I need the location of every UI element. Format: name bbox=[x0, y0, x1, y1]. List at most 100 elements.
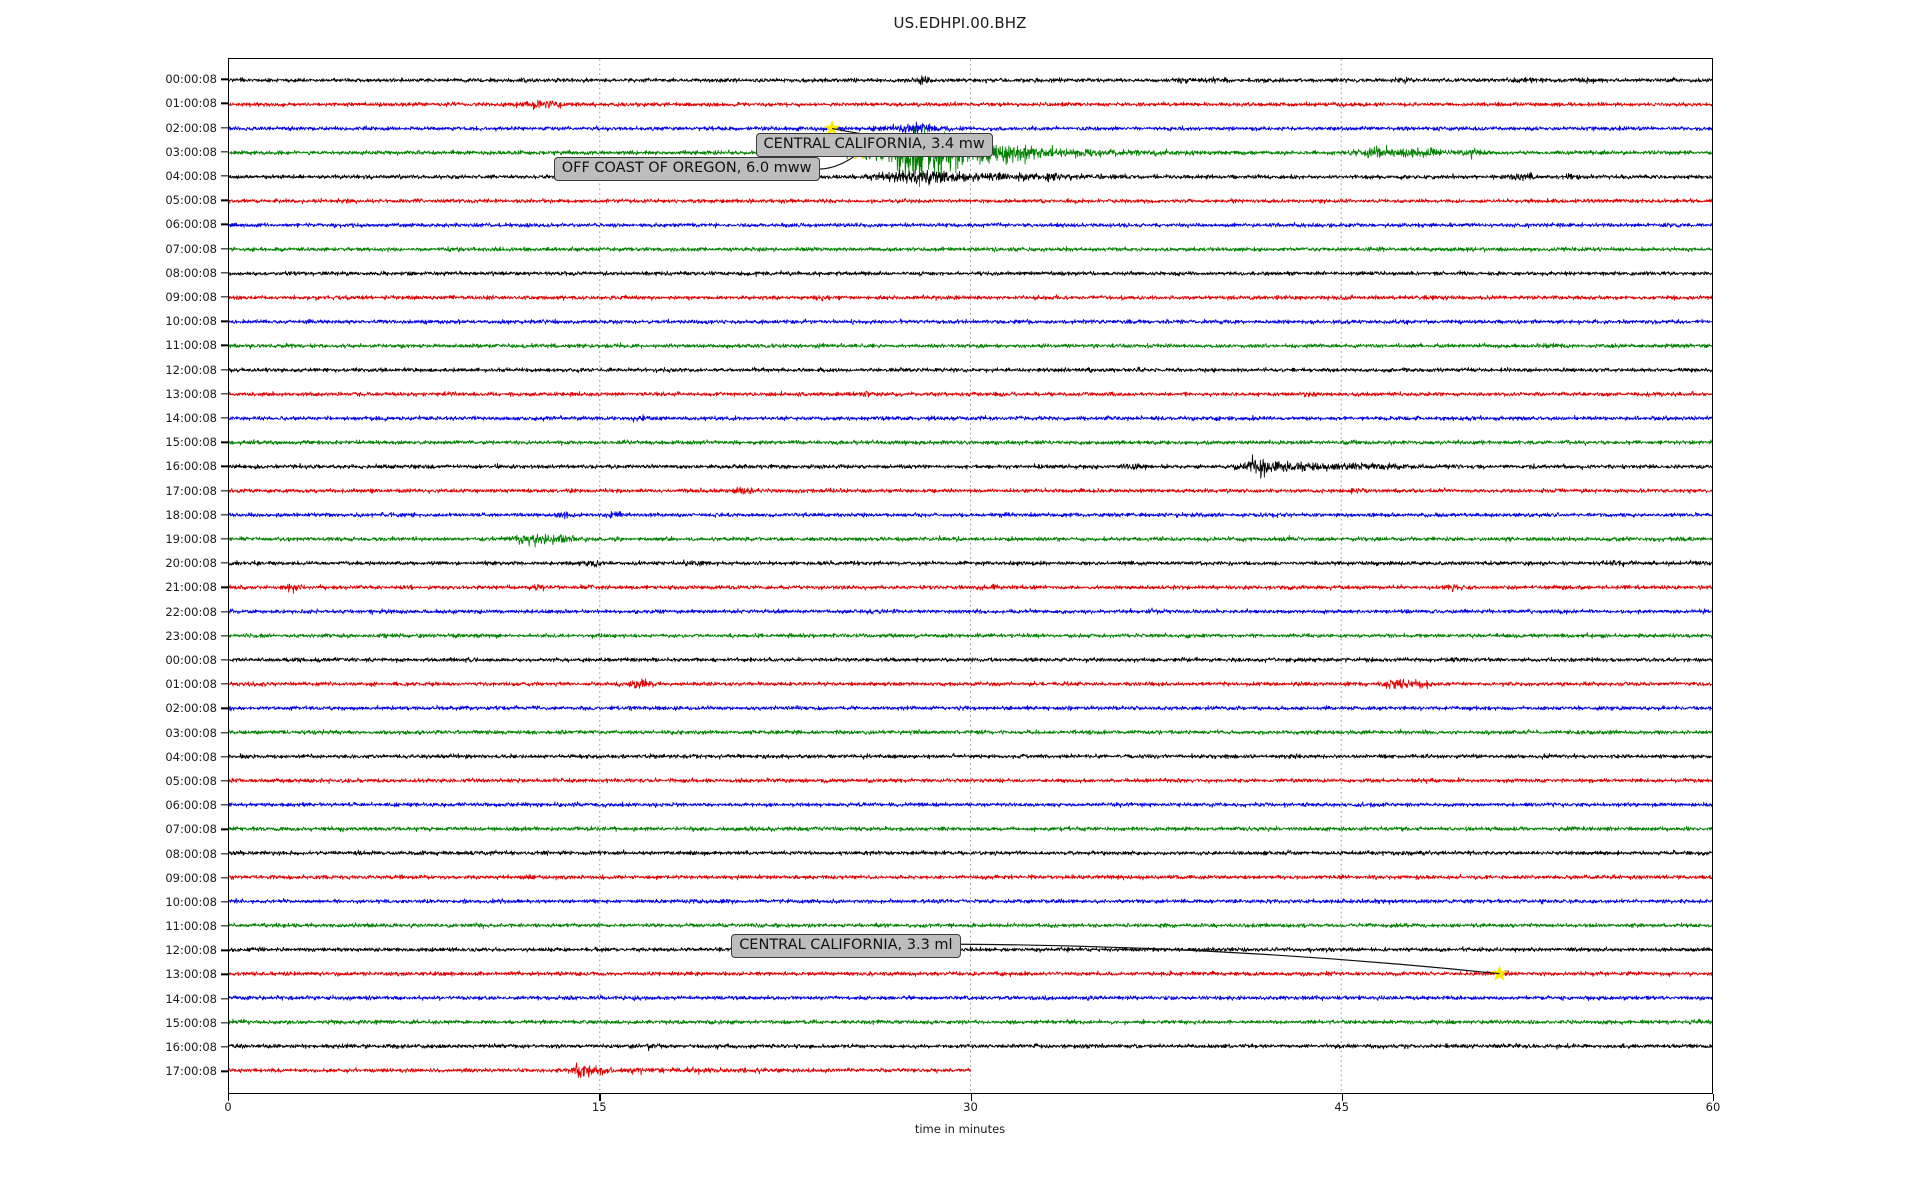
y-tick-label: 19:00:08 bbox=[165, 531, 217, 546]
y-tick-label: 12:00:08 bbox=[165, 943, 217, 958]
trace-row-39 bbox=[228, 1018, 1713, 1026]
trace-row-2 bbox=[228, 121, 1713, 137]
y-tick-mark bbox=[221, 949, 228, 951]
y-tick-label: 10:00:08 bbox=[165, 894, 217, 909]
x-tick-mark bbox=[1713, 1094, 1715, 1101]
y-tick-mark bbox=[221, 320, 228, 322]
y-tick-label: 08:00:08 bbox=[165, 846, 217, 861]
y-tick-mark bbox=[221, 852, 228, 855]
y-tick-mark bbox=[221, 417, 228, 419]
y-tick-label: 09:00:08 bbox=[165, 290, 217, 305]
y-tick-mark bbox=[221, 756, 228, 758]
y-tick-label: 21:00:08 bbox=[165, 580, 217, 595]
y-tick-mark bbox=[221, 901, 228, 903]
event-star-icon bbox=[1491, 965, 1508, 981]
plot-area bbox=[228, 58, 1713, 1094]
y-tick-mark bbox=[221, 998, 228, 1000]
y-tick-label: 05:00:08 bbox=[165, 193, 217, 208]
x-tick-label: 0 bbox=[224, 1100, 232, 1114]
event-markers bbox=[819, 120, 1508, 981]
y-tick-mark bbox=[221, 635, 228, 637]
y-tick-mark bbox=[221, 223, 228, 226]
trace-row-38 bbox=[228, 994, 1713, 1002]
y-tick-mark bbox=[221, 151, 228, 153]
trace-row-1 bbox=[228, 99, 1713, 111]
x-tick-mark bbox=[970, 1094, 972, 1101]
trace-row-6 bbox=[228, 221, 1713, 229]
y-tick-label: 12:00:08 bbox=[165, 362, 217, 377]
y-tick-mark bbox=[221, 102, 228, 105]
y-tick-label: 15:00:08 bbox=[165, 1015, 217, 1030]
y-tick-mark bbox=[221, 610, 228, 613]
y-tick-label: 01:00:08 bbox=[165, 677, 217, 692]
trace-row-36 bbox=[228, 945, 1713, 954]
y-tick-label: 11:00:08 bbox=[165, 338, 217, 353]
y-tick-mark bbox=[221, 586, 228, 589]
y-tick-mark bbox=[221, 659, 228, 661]
y-tick-label: 14:00:08 bbox=[165, 411, 217, 425]
y-tick-mark bbox=[221, 175, 228, 177]
callout-leader-line bbox=[960, 943, 1500, 975]
trace-row-14 bbox=[228, 414, 1713, 423]
y-tick-mark bbox=[221, 344, 228, 347]
y-tick-mark bbox=[221, 247, 228, 250]
y-tick-label: 08:00:08 bbox=[165, 265, 217, 280]
trace-row-17 bbox=[228, 486, 1713, 495]
y-tick-label: 00:00:08 bbox=[165, 652, 217, 667]
y-tick-mark bbox=[221, 393, 228, 395]
y-tick-label: 18:00:08 bbox=[165, 507, 217, 522]
trace-row-10 bbox=[228, 318, 1713, 326]
trace-row-4 bbox=[228, 169, 1713, 186]
y-tick-mark bbox=[221, 465, 228, 468]
trace-row-35 bbox=[228, 922, 1713, 929]
y-tick-label: 17:00:08 bbox=[165, 483, 217, 498]
x-axis-label: time in minutes bbox=[914, 1122, 1006, 1136]
seismogram-traces bbox=[228, 75, 1713, 1078]
trace-row-7 bbox=[228, 245, 1713, 253]
y-tick-label: 11:00:08 bbox=[165, 919, 217, 934]
trace-row-22 bbox=[228, 607, 1713, 616]
trace-row-40 bbox=[228, 1042, 1713, 1052]
y-tick-label: 14:00:08 bbox=[165, 991, 217, 1006]
y-tick-mark bbox=[221, 127, 228, 129]
y-tick-mark bbox=[221, 489, 228, 492]
y-tick-label: 02:00:08 bbox=[165, 120, 217, 135]
y-tick-mark bbox=[221, 780, 228, 782]
y-tick-mark bbox=[221, 272, 228, 274]
y-tick-mark bbox=[221, 925, 228, 927]
y-tick-label: 10:00:08 bbox=[165, 314, 217, 329]
y-tick-label: 02:00:08 bbox=[165, 701, 217, 716]
y-tick-label: 17:00:08 bbox=[165, 1064, 217, 1079]
y-tick-mark bbox=[221, 877, 228, 879]
y-tick-label: 06:00:08 bbox=[165, 798, 217, 813]
trace-row-33 bbox=[228, 873, 1713, 881]
y-tick-label: 23:00:08 bbox=[165, 628, 217, 643]
x-tick-mark bbox=[228, 1094, 230, 1101]
y-tick-mark bbox=[221, 828, 228, 830]
trace-row-31 bbox=[228, 825, 1713, 833]
trace-row-12 bbox=[228, 366, 1713, 374]
y-tick-label: 03:00:08 bbox=[165, 144, 217, 159]
trace-row-19 bbox=[228, 533, 1713, 548]
x-tick-mark bbox=[599, 1094, 601, 1101]
y-tick-label: 15:00:08 bbox=[165, 435, 217, 450]
y-tick-label: 07:00:08 bbox=[165, 822, 217, 837]
trace-row-23 bbox=[228, 632, 1713, 639]
trace-row-30 bbox=[228, 801, 1713, 808]
trace-row-26 bbox=[228, 704, 1713, 712]
trace-row-9 bbox=[228, 294, 1713, 302]
y-tick-label: 13:00:08 bbox=[165, 386, 217, 401]
y-tick-mark bbox=[221, 1070, 228, 1072]
y-tick-mark bbox=[221, 683, 228, 685]
y-tick-label: 16:00:08 bbox=[165, 1040, 217, 1055]
y-tick-label: 07:00:08 bbox=[165, 241, 217, 256]
y-tick-label: 04:00:08 bbox=[165, 169, 217, 184]
trace-row-37 bbox=[228, 970, 1713, 978]
y-tick-mark bbox=[221, 296, 228, 298]
y-tick-label: 16:00:08 bbox=[165, 459, 217, 474]
y-tick-label: 20:00:08 bbox=[165, 556, 217, 571]
y-tick-label: 09:00:08 bbox=[165, 870, 217, 885]
trace-row-20 bbox=[228, 559, 1713, 568]
trace-row-21 bbox=[228, 583, 1713, 594]
